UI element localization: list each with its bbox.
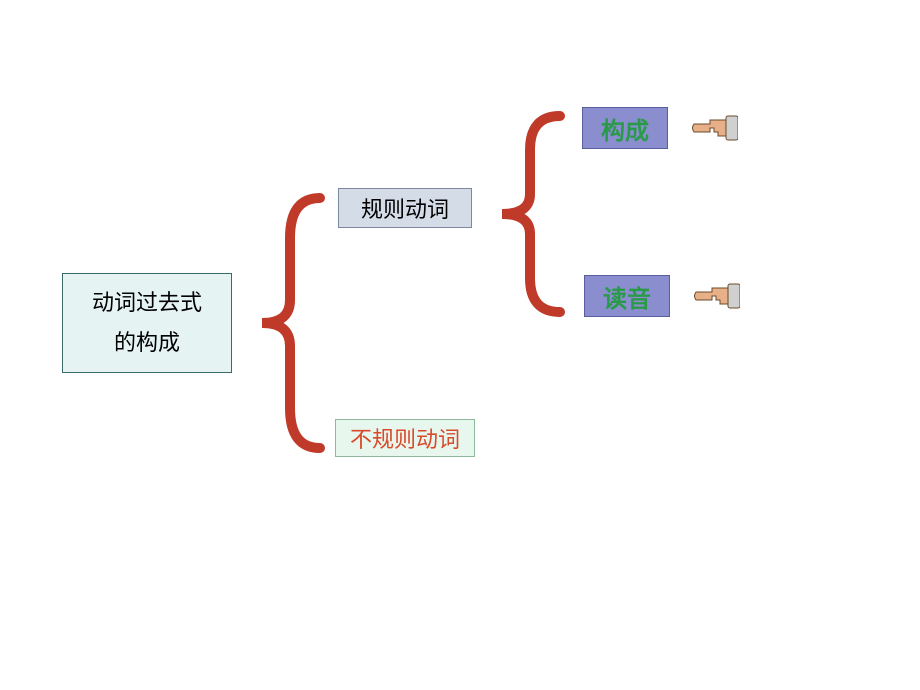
pronunciation-node[interactable]: 读音 [584,275,670,317]
pointing-hand-icon [692,278,740,314]
hand-shape [693,120,727,136]
root-line1: 动词过去式 [92,283,202,323]
bracket-regular [488,110,568,318]
root-line2: 的构成 [114,323,180,363]
formation-node[interactable]: 构成 [582,107,668,149]
regular-verbs-node: 规则动词 [338,188,472,228]
bracket-main-path [262,198,320,448]
cuff [728,284,740,308]
bracket-main [248,192,328,454]
cuff [726,116,738,140]
root-node: 动词过去式 的构成 [62,273,232,373]
hand-shape [695,288,729,304]
regular-verbs-label: 规则动词 [361,192,449,224]
formation-label: 构成 [601,111,649,146]
pointing-hand-icon [690,110,738,146]
irregular-verbs-node: 不规则动词 [335,419,475,457]
bracket-regular-path [502,116,560,312]
irregular-verbs-label: 不规则动词 [350,422,460,454]
pronunciation-label: 读音 [603,279,651,314]
